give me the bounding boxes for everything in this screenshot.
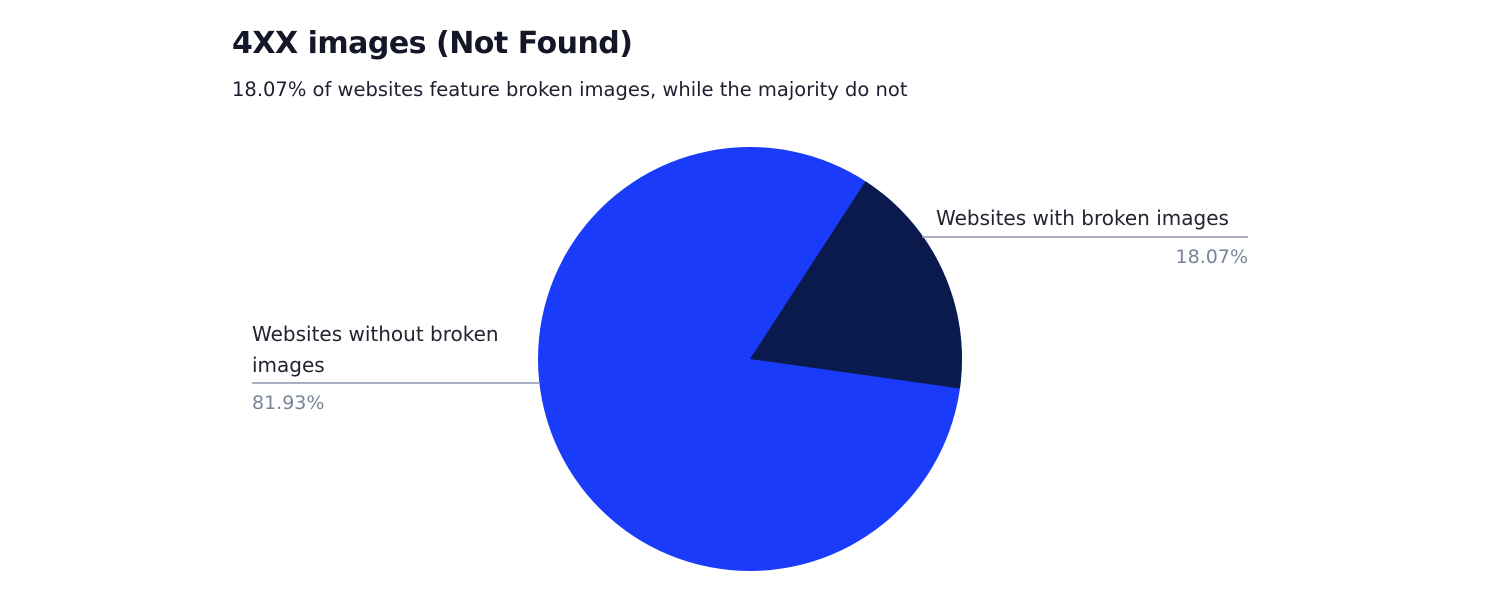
value-without-broken-images: 81.93% [252, 392, 325, 414]
label-with-broken-images: Websites with broken images [936, 206, 1229, 230]
value-with-broken-images: 18.07% [1175, 246, 1248, 268]
label-without-broken-images-line2: images [252, 353, 325, 377]
pie-slice-with-broken-images [750, 181, 962, 389]
chart-title: 4XX images (Not Found) [232, 26, 633, 61]
label-without-broken-images-line1: Websites without broken [252, 322, 499, 346]
chart-subtitle: 18.07% of websites feature broken images… [232, 78, 908, 101]
